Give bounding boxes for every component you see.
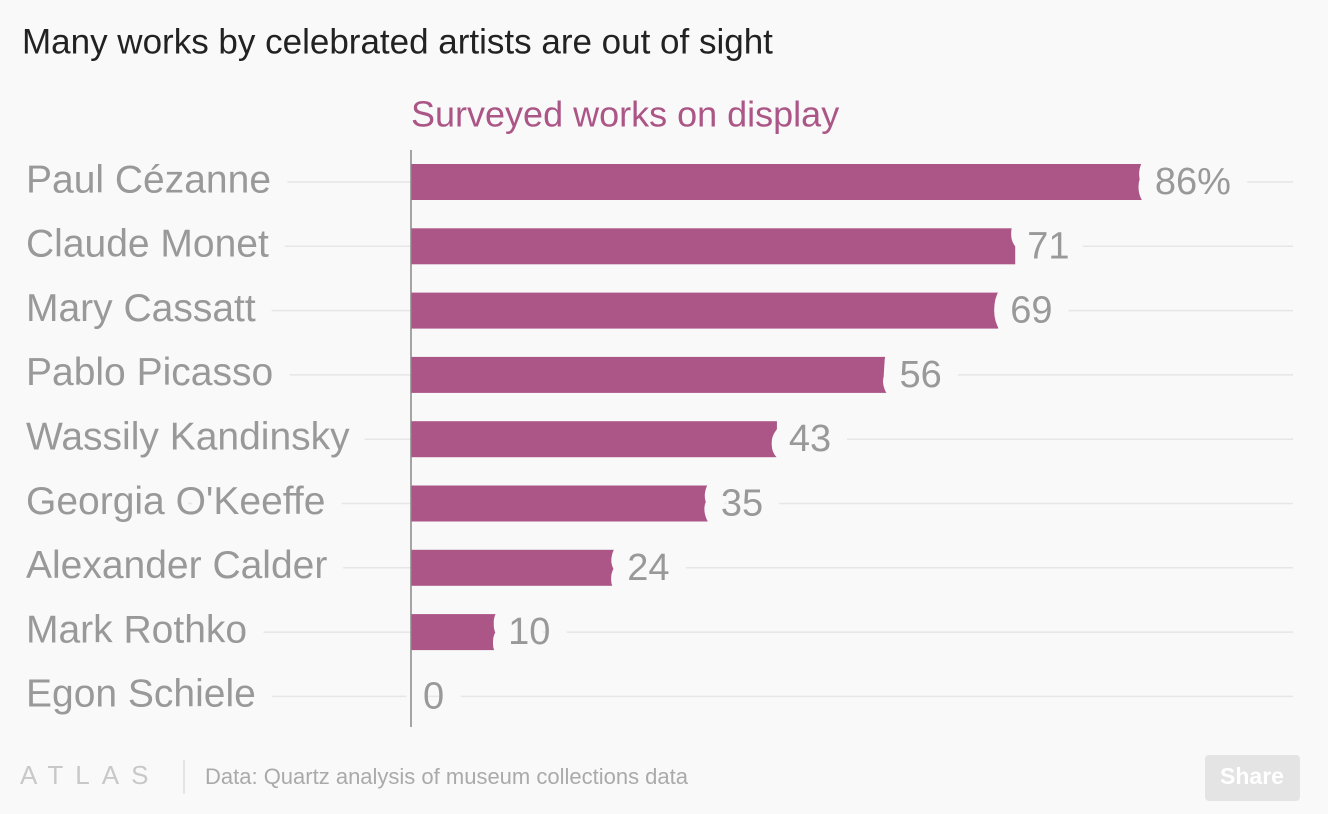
bar — [411, 485, 709, 522]
bar — [411, 228, 1016, 265]
value-label: 10 — [508, 611, 550, 653]
bar — [411, 164, 1143, 200]
value-label: 56 — [900, 354, 942, 396]
chart-title: Many works by celebrated artists are out… — [22, 22, 773, 61]
source-note: Data: Quartz analysis of museum collecti… — [205, 764, 689, 789]
value-label: 35 — [721, 483, 763, 525]
category-label: Alexander Calder — [26, 544, 327, 587]
value-label: 86% — [1155, 161, 1231, 203]
category-label: Egon Schiele — [26, 673, 256, 716]
category-label: Wassily Kandinsky — [26, 415, 350, 458]
category-label: Georgia O'Keeffe — [26, 480, 325, 523]
value-label: 0 — [423, 675, 444, 717]
series-header: Surveyed works on display — [411, 94, 839, 135]
category-label: Paul Cézanne — [26, 158, 271, 201]
value-label: 71 — [1027, 225, 1069, 267]
bar — [411, 292, 999, 329]
bar — [411, 549, 616, 586]
category-label: Mark Rothko — [26, 608, 247, 651]
category-label: Pablo Picasso — [26, 351, 273, 394]
value-label: 24 — [627, 547, 669, 589]
bar — [411, 614, 497, 651]
bar — [411, 356, 888, 393]
brand-logo: ATLAS — [20, 760, 160, 790]
share-button[interactable] — [1205, 755, 1300, 801]
bar — [411, 421, 777, 458]
share-button-label[interactable]: Share — [1220, 763, 1284, 789]
value-label: 69 — [1010, 290, 1052, 332]
category-label: Claude Monet — [26, 223, 269, 266]
category-label: Mary Cassatt — [26, 287, 256, 330]
value-label: 43 — [789, 418, 831, 460]
